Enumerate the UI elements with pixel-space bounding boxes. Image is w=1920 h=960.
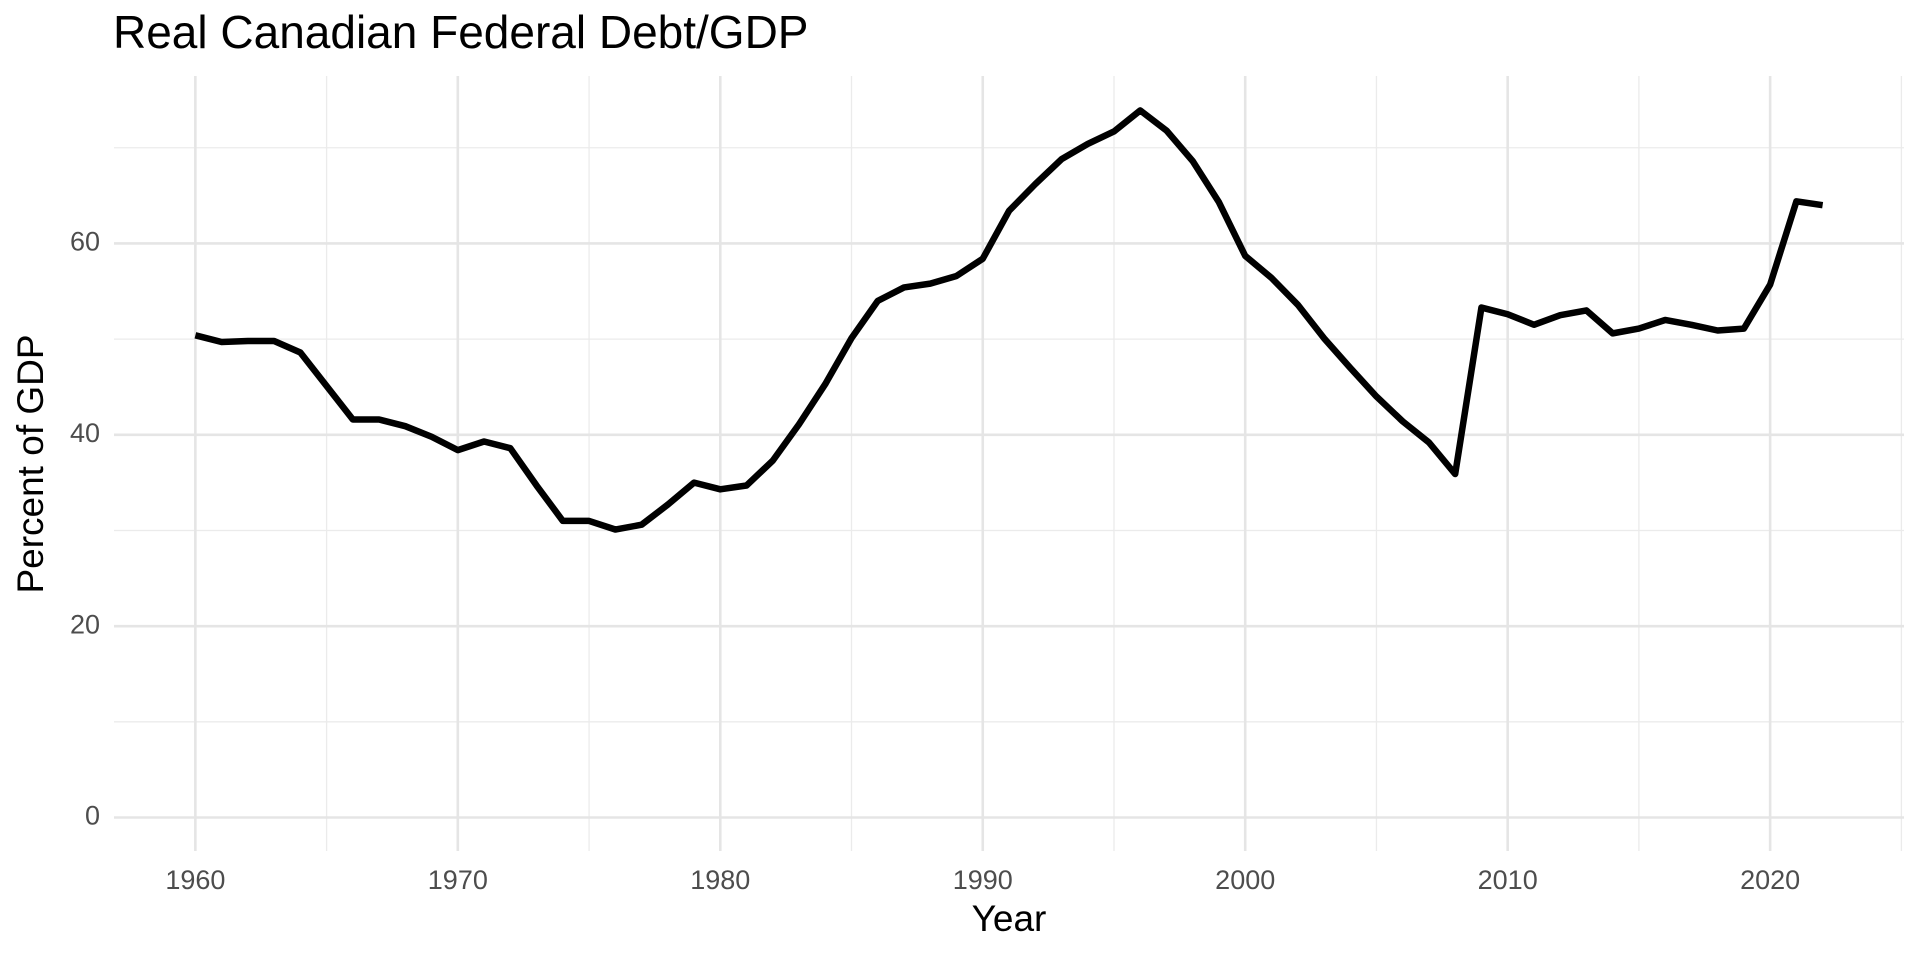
y-tick-label: 20 xyxy=(70,609,100,639)
y-tick-label: 40 xyxy=(70,418,100,448)
x-tick-label: 1960 xyxy=(165,865,225,895)
grid xyxy=(114,76,1904,851)
data-line xyxy=(194,107,1824,533)
y-axis-title: Percent of GDP xyxy=(10,334,51,593)
x-tick-label: 2010 xyxy=(1478,865,1538,895)
x-tick-label: 1990 xyxy=(953,865,1013,895)
x-tick-label: 2000 xyxy=(1215,865,1275,895)
chart-title: Real Canadian Federal Debt/GDP xyxy=(113,6,808,58)
x-tick-label: 1980 xyxy=(690,865,750,895)
y-tick-label: 60 xyxy=(70,227,100,257)
y-tick-label: 0 xyxy=(85,801,100,831)
x-tick-label: 2020 xyxy=(1740,865,1800,895)
plot xyxy=(194,107,1824,533)
x-tick-label: 1970 xyxy=(428,865,488,895)
x-axis-title: Year xyxy=(972,898,1047,939)
